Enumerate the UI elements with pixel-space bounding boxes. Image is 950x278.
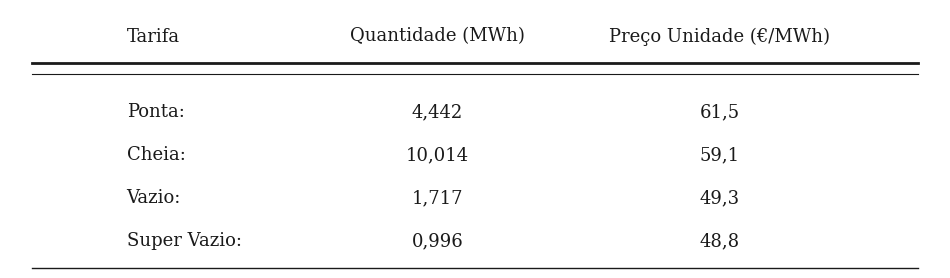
Text: 10,014: 10,014 — [406, 146, 469, 164]
Text: 48,8: 48,8 — [700, 232, 740, 250]
Text: Preço Unidade (€/MWh): Preço Unidade (€/MWh) — [609, 28, 830, 46]
Text: 61,5: 61,5 — [700, 103, 740, 121]
Text: Tarifa: Tarifa — [126, 28, 180, 46]
Text: Quantidade (MWh): Quantidade (MWh) — [350, 28, 524, 46]
Text: Vazio:: Vazio: — [126, 189, 180, 207]
Text: Ponta:: Ponta: — [126, 103, 184, 121]
Text: 0,996: 0,996 — [411, 232, 464, 250]
Text: Cheia:: Cheia: — [126, 146, 185, 164]
Text: 49,3: 49,3 — [700, 189, 740, 207]
Text: 1,717: 1,717 — [411, 189, 463, 207]
Text: 4,442: 4,442 — [411, 103, 463, 121]
Text: Super Vazio:: Super Vazio: — [126, 232, 241, 250]
Text: 59,1: 59,1 — [700, 146, 740, 164]
